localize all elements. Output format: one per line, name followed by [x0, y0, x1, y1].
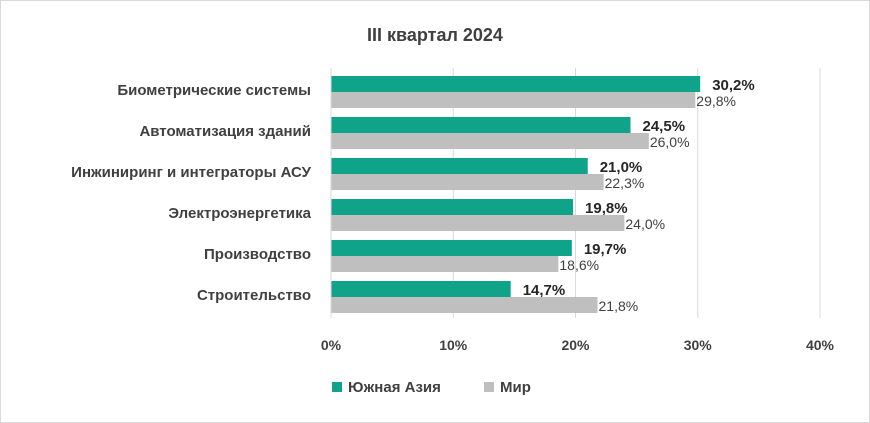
bar-world [331, 297, 598, 313]
bar-world [331, 92, 696, 108]
data-label-south-asia: 19,7% [584, 241, 627, 258]
x-tick-label: 20% [561, 337, 590, 353]
data-label-world: 24,0% [625, 216, 665, 232]
data-label-world: 26,0% [650, 134, 690, 150]
bar-south-asia [331, 117, 631, 133]
category-label: Биометрические системы [117, 82, 311, 99]
data-label-south-asia: 21,0% [600, 159, 643, 176]
bar-world [331, 133, 649, 149]
category-label: Производство [204, 246, 311, 263]
legend-label-world: Мир [500, 379, 531, 396]
data-label-south-asia: 24,5% [643, 118, 686, 135]
bar-world [331, 215, 625, 231]
legend-swatch-south-asia [332, 382, 342, 392]
legend-swatch-world [484, 382, 494, 392]
bar-south-asia [331, 76, 701, 92]
data-label-world: 21,8% [599, 298, 639, 314]
chart-title: III квартал 2024 [367, 25, 503, 45]
data-label-south-asia: 30,2% [712, 77, 755, 94]
bar-south-asia [331, 240, 572, 256]
data-label-world: 29,8% [696, 93, 736, 109]
bar-south-asia [331, 158, 588, 174]
x-tick-label: 0% [321, 337, 342, 353]
bar-south-asia [331, 199, 574, 215]
category-label: Строительство [197, 287, 311, 304]
x-tick-label: 10% [439, 337, 468, 353]
category-label: Инжиниринг и интеграторы АСУ [71, 164, 311, 181]
x-tick-label: 40% [806, 337, 835, 353]
bar-south-asia [331, 281, 511, 297]
bar-world [331, 256, 559, 272]
bar-world [331, 174, 604, 190]
data-label-world: 18,6% [559, 257, 599, 273]
legend-label-south-asia: Южная Азия [348, 379, 441, 396]
data-label-south-asia: 14,7% [523, 282, 566, 299]
category-label: Автоматизация зданий [139, 123, 311, 140]
x-tick-label: 30% [684, 337, 713, 353]
data-label-world: 22,3% [605, 175, 645, 191]
data-label-south-asia: 19,8% [585, 200, 628, 217]
category-label: Электроэнергетика [168, 205, 311, 222]
